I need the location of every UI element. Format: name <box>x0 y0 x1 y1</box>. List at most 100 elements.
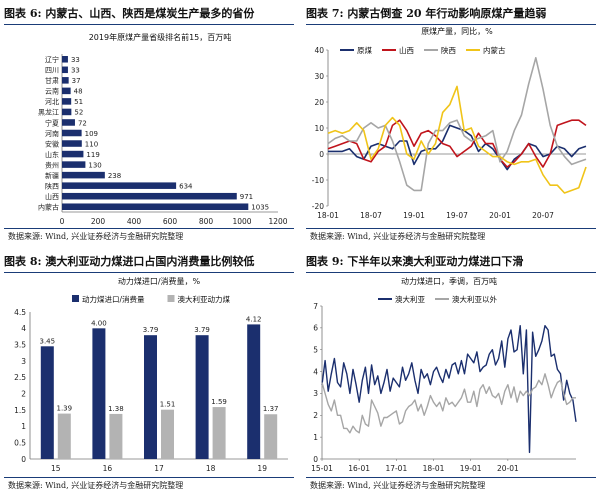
chart7-y-tick: -20 <box>312 202 324 211</box>
chart8-bar-label: 1.51 <box>160 401 176 409</box>
chart6-category-label: 山东 <box>45 150 59 159</box>
panel6-source: 数据来源: Wind, 兴业证券经济与金融研究院整理 <box>8 232 184 241</box>
chart8-y-tick: 3.5 <box>14 340 26 349</box>
chart8-bar <box>161 409 174 459</box>
chart6-bar-label: 52 <box>74 109 83 117</box>
chart8-x-tick: 19 <box>257 464 267 473</box>
chart9-y-tick: 3 <box>313 389 318 398</box>
chart7-legend-label: 陕西 <box>441 45 456 55</box>
chart7-y-tick: 10 <box>314 124 324 133</box>
chart9-legend-label: 澳大利亚 <box>395 294 425 304</box>
chart9-x-tick: 18-01 <box>423 464 445 473</box>
panel9-top-rule <box>306 272 596 273</box>
chart9-series-line <box>321 325 577 454</box>
chart6-bar-label: 109 <box>85 130 98 138</box>
chart6-bar-label: 37 <box>72 77 81 85</box>
chart8-bar-label: 3.79 <box>143 326 159 334</box>
panel9-title: 图表 9: 下半年以来澳大利亚动力煤进口下滑 <box>306 252 596 272</box>
chart6-category-label: 内蒙古 <box>38 203 59 212</box>
chart7-series-line <box>327 56 587 192</box>
panel6-top-rule <box>4 24 294 25</box>
chart6-x-tick: 800 <box>199 217 214 226</box>
chart6-bar <box>62 140 82 147</box>
panel8-title-text: 澳大利亚动力煤进口占国内消费量比例较低 <box>45 255 255 268</box>
chart6-bar-label: 971 <box>240 193 253 201</box>
chart6-x-tick: 400 <box>127 217 142 226</box>
chart6-bar <box>62 66 68 74</box>
chart7-y-tick: 20 <box>314 98 324 107</box>
panel6-title: 图表 6: 内蒙古、山西、陕西是煤炭生产最多的省份 <box>4 4 294 24</box>
chart9-series-line <box>321 373 576 434</box>
chart6-x-tick: 0 <box>60 217 65 226</box>
chart9-y-tick: 5 <box>313 346 318 355</box>
chart9-y-tick: 1 <box>313 433 318 442</box>
chart6-bar <box>62 119 75 126</box>
chart7-series-line <box>327 85 587 194</box>
chart8-bar-label: 1.59 <box>211 398 227 406</box>
chart6-category-label: 四川 <box>45 67 59 75</box>
chart6-category-label: 宁夏 <box>45 118 59 127</box>
chart6-bar-label: 1035 <box>251 204 269 212</box>
chart6-bar <box>62 192 237 200</box>
chart7-y-tick: 40 <box>314 46 324 55</box>
chart6-bar <box>62 56 68 63</box>
chart7-legend-label: 原煤 <box>357 45 372 55</box>
panel7-source: 数据来源: Wind, 兴业证券经济与金融研究院整理 <box>310 232 486 241</box>
chart7-x-tick: 18-01 <box>317 211 339 220</box>
chart6-bar <box>62 98 72 105</box>
chart6-category-label: 河北 <box>45 98 59 106</box>
chart9-y-tick: 4 <box>313 367 318 376</box>
panel7-title-text: 内蒙古倒查 20 年行动影响原煤产量趋弱 <box>347 7 547 20</box>
chart6-bar <box>62 129 82 137</box>
panel8-bottom-rule <box>4 477 294 478</box>
chart6-category-label: 贵州 <box>45 160 59 169</box>
chart6-bar <box>62 77 69 84</box>
chart8-bar <box>57 413 71 459</box>
chart6-x-tick: 200 <box>91 217 106 226</box>
chart6-bar <box>62 203 249 210</box>
panel8-top-rule <box>4 272 294 273</box>
panel9-source: 数据来源: Wind, 兴业证券经济与金融研究院整理 <box>310 481 486 490</box>
chart8-y-tick: 4.5 <box>14 308 26 317</box>
chart7-x-tick: 20-07 <box>532 211 554 220</box>
chart6-x-tick: 1000 <box>232 217 251 226</box>
chart8-bar-label: 1.38 <box>108 405 124 413</box>
chart9-x-tick: 15-01 <box>311 464 333 473</box>
chart6-category-label: 新疆 <box>45 171 59 180</box>
chart8-x-tick: 18 <box>206 464 216 473</box>
chart9-y-tick: 6 <box>313 324 318 333</box>
chart6-title: 2019年原煤产量省级排名前15，百万吨 <box>89 32 232 42</box>
chart8-y-tick: 0.5 <box>14 438 26 447</box>
chart8-bar-label: 1.39 <box>57 405 73 413</box>
chart8-bar-label: 4.12 <box>246 315 262 323</box>
chart8-y-tick: 0 <box>21 455 26 464</box>
panel7-top-rule <box>306 24 596 25</box>
chart8-bar <box>195 335 209 459</box>
chart-import-ratio: 动力煤进口/消费量，% 动力煤进口/消费量 澳大利亚动力煤 0 0.5 1 1.5 2 2.5 3… <box>14 276 288 473</box>
panel9-title-text: 下半年以来澳大利亚动力煤进口下滑 <box>347 255 524 268</box>
chart-coal-yoy: 原煤产量，同比，% 原煤 山西 陕西 内蒙古 -20 -10 0 10 20 30 40 18-01 18… <box>312 26 587 220</box>
chart7-series-line <box>327 119 587 168</box>
chart6-category-label: 安徽 <box>45 139 59 148</box>
chart8-legend-label: 澳大利亚动力煤 <box>178 294 231 304</box>
chart8-bar-label: 4.00 <box>91 319 107 327</box>
chart6-bar-label: 48 <box>74 88 83 96</box>
chart8-bar <box>109 413 123 459</box>
chart7-series-line <box>328 124 587 171</box>
chart6-bar-label: 238 <box>108 172 121 180</box>
chart8-y-tick: 1.5 <box>14 406 26 415</box>
panel9-label: 图表 9: <box>306 255 344 268</box>
chart6-bar <box>62 150 84 158</box>
panel6-label: 图表 6: <box>4 7 42 20</box>
chart8-legend-label: 动力煤进口/消费量 <box>82 294 145 304</box>
chart7-title: 原煤产量，同比，% <box>421 26 493 36</box>
chart6-bar-label: 110 <box>85 140 98 148</box>
panel8-source: 数据来源: Wind, 兴业证券经济与金融研究院整理 <box>8 481 184 490</box>
chart6-x-tick: 600 <box>163 217 178 226</box>
chart6-category-label: 黑龙江 <box>38 108 59 117</box>
chart8-y-tick: 4 <box>21 324 26 333</box>
chart8-y-tick: 2 <box>21 389 26 398</box>
chart9-x-tick: 19-01 <box>460 464 482 473</box>
panel6-bottom-rule <box>4 228 294 229</box>
